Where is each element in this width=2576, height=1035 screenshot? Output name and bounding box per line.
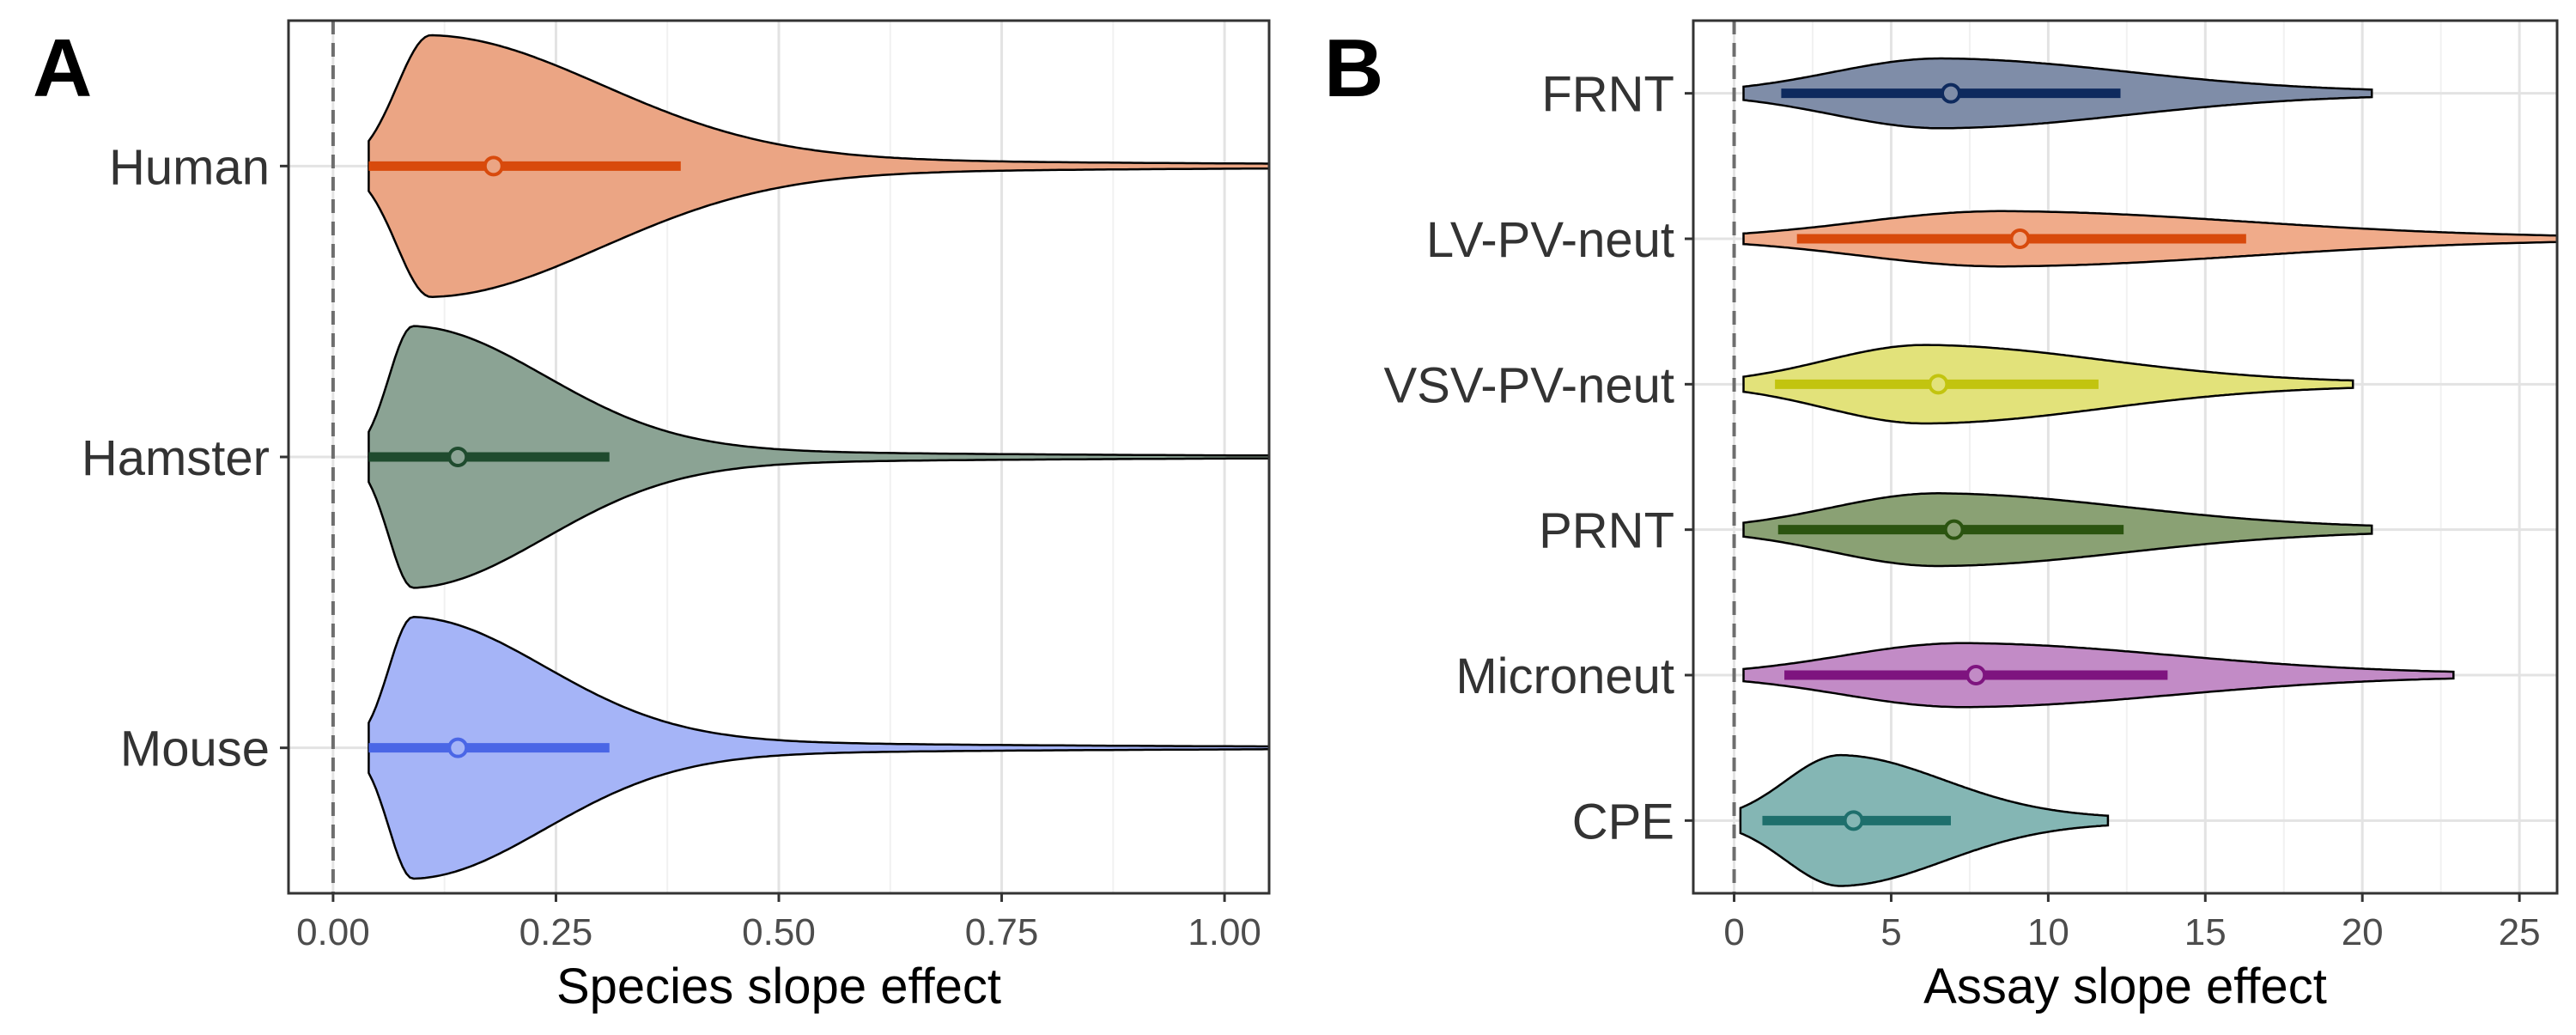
x-tick-label: 20 — [2342, 911, 2384, 953]
x-axis-title: Assay slope effect — [1923, 959, 2327, 1014]
point-estimate-prnt — [1943, 519, 1965, 540]
x-axis-title: Species slope effect — [556, 959, 1001, 1014]
x-tick-label: 15 — [2184, 911, 2227, 953]
panel-label-B: B — [1324, 22, 1383, 114]
panel-A — [280, 19, 1271, 902]
panel-label-A: A — [33, 22, 92, 114]
point-estimate-mouse — [447, 737, 469, 758]
x-tick-label: 0.50 — [742, 911, 816, 953]
y-tick-label: Microneut — [1455, 648, 1674, 704]
x-tick-label: 0.25 — [519, 911, 593, 953]
point-estimate-vsv-pv-neut — [1928, 374, 1949, 395]
panel-border — [1692, 19, 2559, 895]
panel-B — [1685, 19, 2559, 902]
y-tick-label: PRNT — [1539, 503, 1674, 559]
y-tick-label: FRNT — [1541, 67, 1674, 123]
point-estimate-lv-pv-neut — [2009, 228, 2031, 249]
point-estimate-human — [483, 155, 504, 177]
y-tick-label: LV-PV-neut — [1426, 212, 1674, 268]
x-tick-label: 0.00 — [296, 911, 370, 953]
y-tick-label: VSV-PV-neut — [1383, 357, 1674, 413]
y-tick-label: Mouse — [120, 721, 270, 777]
y-tick-label: Hamster — [82, 430, 270, 486]
x-tick-label: 5 — [1880, 911, 1901, 953]
point-estimate-cpe — [1843, 810, 1864, 831]
y-tick-label: Human — [109, 139, 270, 195]
point-estimate-hamster — [447, 447, 469, 467]
point-estimate-microneut — [1965, 665, 1987, 685]
x-tick-label: 0.75 — [965, 911, 1039, 953]
x-tick-label: 25 — [2499, 911, 2541, 953]
x-tick-label: 0 — [1723, 911, 1744, 953]
point-estimate-frnt — [1940, 82, 1961, 104]
x-tick-label: 10 — [2027, 911, 2069, 953]
x-tick-label: 1.00 — [1188, 911, 1261, 953]
y-tick-label: CPE — [1572, 794, 1674, 849]
